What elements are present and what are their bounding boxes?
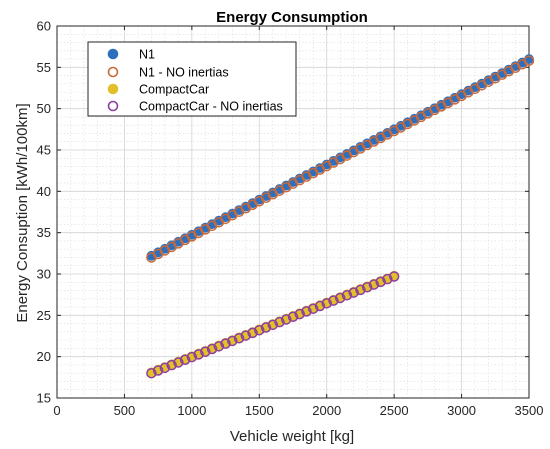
x-axis-label: Vehicle weight [kg] (230, 428, 354, 445)
x-tick-label: 0 (53, 403, 60, 418)
data-point (206, 343, 218, 355)
data-point (321, 298, 332, 309)
data-point (294, 308, 305, 320)
y-tick-label: 45 (37, 143, 51, 158)
data-point (193, 349, 204, 360)
chart-title: Energy Consumption (216, 9, 368, 26)
y-tick-label: 55 (37, 60, 51, 75)
series-compactcar-no-inertias (146, 271, 400, 379)
y-axis-label: Energy Consuption [kWh/100km] (14, 103, 31, 322)
data-point (334, 292, 346, 304)
x-tick-label: 3000 (447, 403, 476, 418)
data-point (166, 359, 177, 371)
data-point (328, 295, 339, 306)
legend: N1 N1 - NO inertias CompactCar CompactCa… (87, 41, 297, 117)
data-point (382, 273, 393, 285)
data-point (355, 284, 366, 296)
x-tick-label: 2500 (380, 403, 409, 418)
data-point (267, 319, 279, 331)
legend-box (87, 41, 297, 117)
y-tick-label: 20 (37, 349, 51, 364)
legend-marker-n1 (107, 48, 119, 60)
axes-frame (56, 25, 530, 399)
data-points (146, 54, 535, 379)
data-point (348, 287, 359, 298)
y-axis-ticks: 15 20 25 30 35 40 45 50 55 60 (37, 19, 529, 406)
data-point (523, 55, 535, 66)
data-point (388, 271, 400, 282)
data-point (213, 341, 225, 352)
y-tick-label: 15 (37, 391, 51, 406)
data-point (314, 300, 326, 312)
data-point (287, 311, 299, 323)
data-point (341, 290, 353, 301)
x-tick-label: 1500 (245, 403, 274, 418)
y-tick-label: 40 (37, 184, 51, 199)
x-tick-label: 2000 (312, 403, 341, 418)
data-point (260, 322, 272, 333)
data-point (274, 316, 285, 328)
legend-label-n1-no-inertias: N1 - NO inertias (139, 66, 229, 80)
x-tick-label: 3500 (515, 403, 544, 418)
legend-marker-n1-no-inertias (107, 66, 119, 78)
legend-label-compactcar: CompactCar (139, 83, 209, 97)
data-point (307, 303, 319, 314)
y-tick-label: 35 (37, 225, 51, 240)
data-point (152, 365, 164, 376)
data-point (240, 330, 252, 341)
x-axis-ticks: 0 500 1000 1500 2000 2500 3000 3500 (53, 26, 543, 418)
legend-marker-compactcar-no-inertias (107, 100, 119, 112)
y-tick-label: 30 (37, 267, 51, 282)
data-point (220, 338, 231, 349)
legend-marker-compactcar (107, 83, 119, 95)
x-tick-label: 500 (114, 403, 136, 418)
data-point (173, 357, 184, 368)
y-tick-label: 25 (37, 308, 51, 323)
data-point (281, 314, 292, 325)
data-point (227, 335, 238, 347)
data-point (301, 306, 312, 317)
data-point (368, 279, 380, 290)
data-point (375, 276, 386, 288)
data-point (200, 346, 211, 357)
y-tick-label: 50 (37, 101, 51, 116)
x-tick-label: 1000 (177, 403, 206, 418)
data-point (254, 324, 265, 336)
series-n1-no-inertias (146, 55, 535, 263)
data-point (186, 351, 198, 363)
data-point (159, 362, 171, 374)
data-point (179, 354, 191, 366)
legend-label-n1: N1 (139, 48, 155, 62)
y-tick-label: 60 (37, 19, 51, 34)
data-point (146, 367, 157, 379)
data-point (233, 333, 245, 344)
data-point (247, 327, 258, 339)
data-point (361, 281, 373, 293)
legend-label-compactcar-no-inertias: CompactCar - NO inertias (139, 100, 283, 114)
